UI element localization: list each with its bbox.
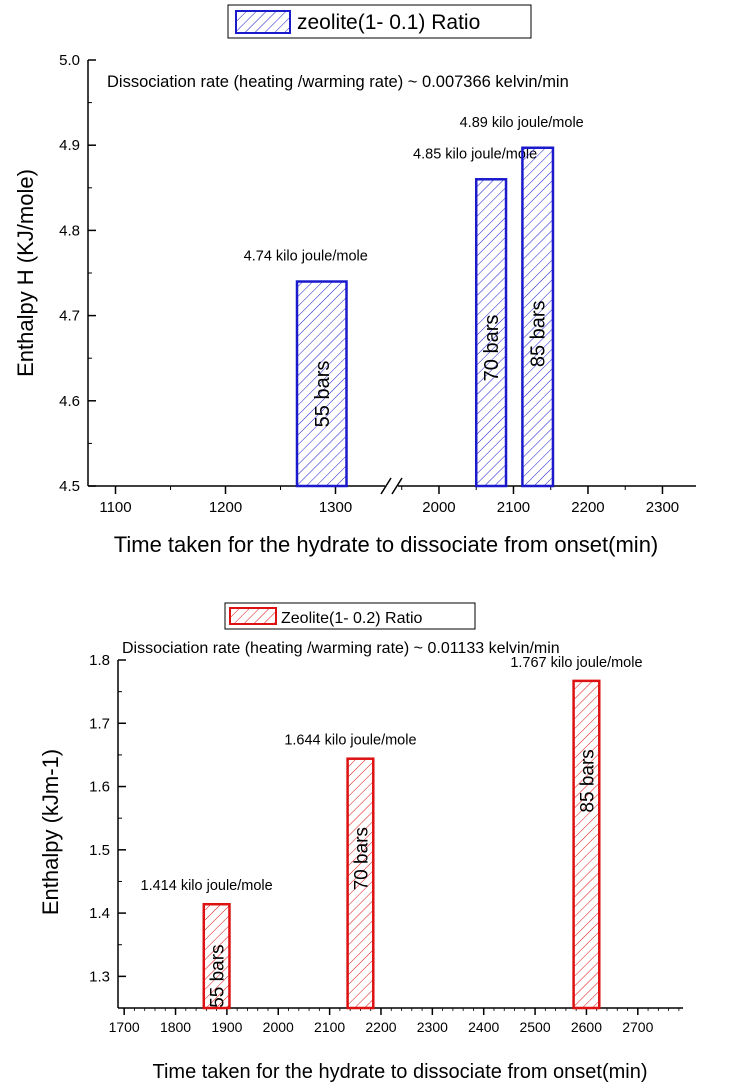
y-tick-label: 4.5 bbox=[59, 478, 80, 495]
y-tick-label: 1.5 bbox=[89, 842, 110, 859]
bar bbox=[295, 280, 348, 488]
chart-zeolite-0-1: zeolite(1- 0.1) Ratio Dissociation rate … bbox=[13, 4, 696, 557]
value-label: 1.644 kilo joule/mole bbox=[284, 733, 416, 749]
bar-label: 70 bars bbox=[481, 315, 503, 382]
x-axis-title: Time taken for the hydrate to dissociate… bbox=[152, 1061, 647, 1083]
bar-label: 70 bars bbox=[351, 827, 372, 890]
bar bbox=[346, 757, 375, 1010]
y-tick-label: 4.6 bbox=[59, 393, 80, 410]
y-axis: 1.3 1.4 1.5 1.6 1.7 1.8 bbox=[89, 652, 126, 1009]
bar bbox=[521, 146, 555, 488]
dissociation-rate-annotation: Dissociation rate (heating /warming rate… bbox=[122, 640, 560, 657]
axis-break-mark bbox=[380, 477, 403, 495]
x-tick-label: 1800 bbox=[160, 1019, 191, 1035]
x-tick-label: 2100 bbox=[497, 499, 530, 516]
y-tick-label: 1.7 bbox=[89, 715, 110, 732]
y-tick-label: 1.6 bbox=[89, 779, 110, 796]
x-tick-label: 2600 bbox=[571, 1019, 602, 1035]
x-tick-label: 2100 bbox=[314, 1019, 345, 1035]
legend: zeolite(1- 0.1) Ratio bbox=[227, 4, 532, 39]
value-label: 1.414 kilo joule/mole bbox=[141, 878, 273, 894]
legend: Zeolite(1- 0.2) Ratio bbox=[224, 602, 476, 630]
y-axis-title: Enthalpy H (KJ/mole) bbox=[13, 169, 38, 377]
y-tick-label: 4.8 bbox=[59, 222, 80, 239]
x-tick-label: 1100 bbox=[99, 499, 131, 516]
bar bbox=[202, 902, 231, 1010]
value-label: 1.767 kilo joule/mole bbox=[510, 655, 642, 671]
dissociation-rate-annotation: Dissociation rate (heating /warming rate… bbox=[107, 73, 569, 91]
y-tick-label: 4.9 bbox=[59, 137, 80, 154]
y-tick-label: 4.7 bbox=[59, 308, 80, 325]
bar bbox=[474, 178, 508, 488]
x-axis-title: Time taken for the hydrate to dissociate… bbox=[114, 532, 659, 557]
value-label: 4.85 kilo joule/mole bbox=[413, 146, 537, 162]
value-label: 4.74 kilo joule/mole bbox=[244, 249, 368, 265]
value-label: 4.89 kilo joule/mole bbox=[460, 115, 584, 131]
bar-label: 85 bars bbox=[577, 749, 598, 812]
y-tick-label: 1.3 bbox=[89, 968, 110, 985]
y-tick-label: 1.8 bbox=[89, 652, 110, 669]
x-tick-label: 2200 bbox=[365, 1019, 396, 1035]
x-tick-label: 2500 bbox=[519, 1019, 550, 1035]
x-tick-label: 2300 bbox=[417, 1019, 448, 1035]
y-tick-label: 5.0 bbox=[59, 52, 80, 69]
bars: 55 bars 1.414 kilo joule/mole 70 bars 1.644… bbox=[141, 655, 643, 1010]
chart-zeolite-0-2: Zeolite(1- 0.2) Ratio Dissociation rate … bbox=[38, 602, 683, 1083]
x-tick-label: 1300 bbox=[319, 499, 352, 516]
y-tick-label: 1.4 bbox=[89, 905, 110, 922]
x-tick-label: 2300 bbox=[646, 499, 679, 516]
y-axis-title: Enthalpy (kJm-1) bbox=[38, 749, 63, 915]
bars: 55 bars 4.74 kilo joule/mole 70 bars 4.85 k… bbox=[244, 115, 584, 488]
legend-label: zeolite(1- 0.1) Ratio bbox=[297, 11, 480, 34]
x-tick-label: 1700 bbox=[109, 1019, 140, 1035]
x-tick-label: 2000 bbox=[422, 499, 455, 516]
x-axis: 1100 1200 1300 2000 2100 2200 2300 bbox=[99, 486, 679, 516]
x-tick-label: 2000 bbox=[263, 1019, 294, 1035]
bar-label: 85 bars bbox=[528, 300, 550, 367]
bar-label: 55 bars bbox=[208, 944, 229, 1007]
legend-label: Zeolite(1- 0.2) Ratio bbox=[281, 610, 422, 627]
y-axis: 4.5 4.6 4.7 4.8 4.9 5.0 bbox=[59, 52, 96, 495]
x-tick-label: 1200 bbox=[209, 499, 242, 516]
x-tick-label: 1900 bbox=[211, 1019, 242, 1035]
bar bbox=[572, 679, 601, 1010]
x-axis: 1700 1800 1900 2000 2100 2200 2300 2400 2500 2600… bbox=[109, 1008, 680, 1035]
legend-swatch bbox=[229, 607, 277, 625]
x-tick-label: 2700 bbox=[622, 1019, 653, 1035]
x-tick-label: 2400 bbox=[468, 1019, 499, 1035]
plot-frame bbox=[87, 60, 696, 487]
bar-label: 55 bars bbox=[312, 361, 334, 428]
legend-swatch bbox=[235, 10, 291, 34]
x-tick-label: 2200 bbox=[571, 499, 604, 516]
